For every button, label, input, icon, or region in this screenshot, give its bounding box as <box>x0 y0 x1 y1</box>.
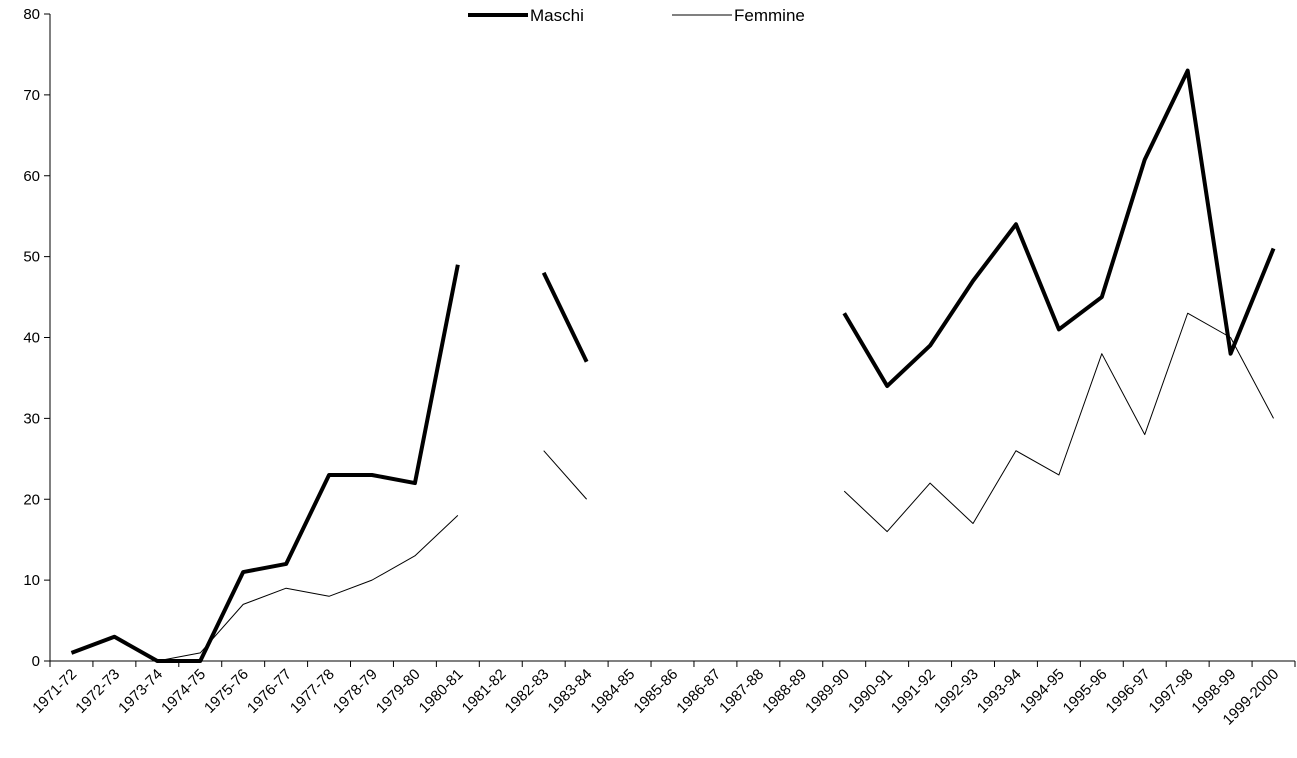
y-tick-label: 40 <box>23 330 40 347</box>
x-tick-label: 1983-84 <box>545 666 596 717</box>
x-tick-label: 1985-86 <box>630 666 681 717</box>
series-maschi <box>70 68 1276 663</box>
x-tick-label: 1977-78 <box>287 666 338 717</box>
series-line-femmine <box>843 312 1274 533</box>
y-tick-label: 50 <box>23 249 40 266</box>
x-tick-label: 1987-88 <box>716 666 767 717</box>
x-tick-label: 1993-94 <box>974 666 1025 717</box>
x-tick-label: 1992-93 <box>931 666 982 717</box>
x-tick-label: 1997-98 <box>1146 666 1197 717</box>
series-line-femmine <box>71 515 459 662</box>
x-tick-label: 1989-90 <box>802 666 853 717</box>
x-tick-label: 1978-79 <box>330 666 381 717</box>
x-tick-label: 1984-85 <box>587 666 638 717</box>
x-tick-label: 1975-76 <box>201 666 252 717</box>
series-line-femmine <box>543 450 588 500</box>
x-tick-label: 1979-80 <box>373 666 424 717</box>
x-tick-label: 1976-77 <box>244 666 295 717</box>
legend-item-maschi: Maschi <box>468 6 584 25</box>
x-tick-label: 1991-92 <box>888 666 939 717</box>
x-tick-label: 1994-95 <box>1017 666 1068 717</box>
x-tick-label: 1986-87 <box>673 666 724 717</box>
series-layer <box>70 68 1276 663</box>
x-tick-label: 1972-73 <box>72 666 123 717</box>
y-tick-label: 30 <box>23 410 40 427</box>
x-tick-label: 1995-96 <box>1060 666 1111 717</box>
y-tick-label: 0 <box>32 653 40 670</box>
x-tick-label: 1974-75 <box>158 666 209 717</box>
legend: Maschi Femmine <box>468 6 805 25</box>
x-tick-label: 1996-97 <box>1103 666 1154 717</box>
y-tick-label: 80 <box>23 6 40 23</box>
x-tick-label: 1980-81 <box>416 666 467 717</box>
x-tick-label: 1971-72 <box>29 666 80 717</box>
x-axis: 1971-721972-731973-741974-751975-761976-… <box>29 660 1296 729</box>
y-tick-label: 70 <box>23 87 40 104</box>
x-tick-label: 1981-82 <box>459 666 510 717</box>
series-line-maschi <box>541 271 589 363</box>
legend-label: Maschi <box>530 6 584 25</box>
series-line-maschi <box>70 264 460 663</box>
x-tick-label: 1988-89 <box>759 666 810 717</box>
x-tick-label: 1973-74 <box>115 666 166 717</box>
y-tick-label: 10 <box>23 572 40 589</box>
x-tick-label: 1990-91 <box>845 666 896 717</box>
x-tick-label: 1982-83 <box>502 666 553 717</box>
y-tick-label: 20 <box>23 491 40 508</box>
legend-item-femmine: Femmine <box>672 6 805 25</box>
legend-label: Femmine <box>734 6 805 25</box>
y-axis: 0 10 20 30 40 50 60 70 80 <box>23 6 51 670</box>
y-tick-label: 60 <box>23 168 40 185</box>
series-femmine <box>71 312 1274 662</box>
series-line-maschi <box>842 68 1276 389</box>
